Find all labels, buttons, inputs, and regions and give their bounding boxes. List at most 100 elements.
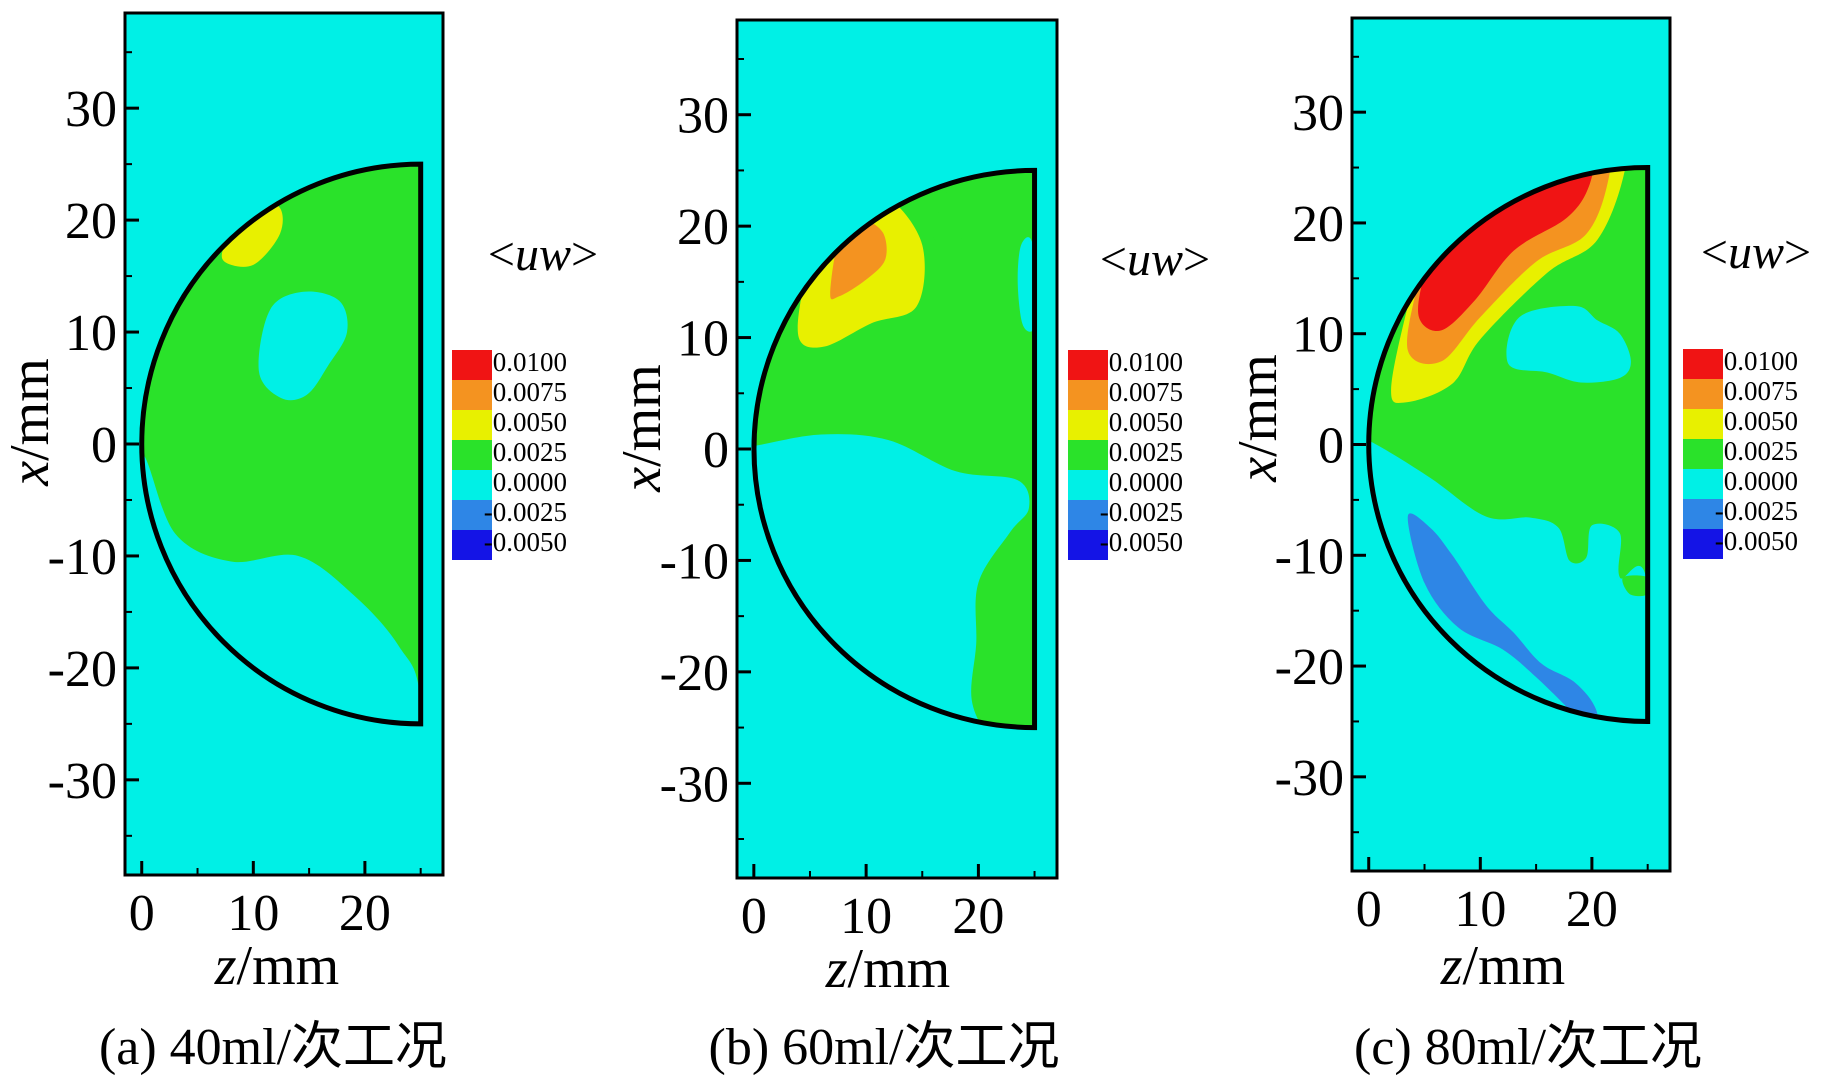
y-axis-label-a: x/mm <box>0 358 61 487</box>
y-tick-label-c-0: 30 <box>1292 85 1344 142</box>
colorbar-label-a-1: 0.0075 <box>493 377 567 407</box>
y-tick-label-b-2: 10 <box>677 311 729 368</box>
colorbar-swatch-a-6 <box>452 530 492 560</box>
colorbar-swatch-c-5 <box>1683 499 1723 529</box>
x-tick-label-b-2: 20 <box>952 888 1004 945</box>
x-axis-label-c: z/mm <box>1440 935 1565 997</box>
colorbar-swatch-b-6 <box>1068 530 1108 560</box>
colorbar-label-b-3: 0.0025 <box>1109 437 1183 467</box>
colorbar-label-b-1: 0.0075 <box>1109 377 1183 407</box>
colorbar-swatch-c-2 <box>1683 409 1723 439</box>
contour-region-b-4 <box>753 414 1035 728</box>
legend-title-b: <uw> <box>1100 233 1210 286</box>
y-tick-label-a-6: -30 <box>48 753 117 810</box>
y-tick-label-c-1: 20 <box>1292 196 1344 253</box>
x-axis-label-b: z/mm <box>825 938 950 1000</box>
x-tick-label-a-1: 10 <box>227 885 279 942</box>
colorbar-swatch-a-1 <box>452 380 492 410</box>
colorbar-label-c-0: 0.0100 <box>1724 346 1798 376</box>
colorbar-label-b-6: -0.0050 <box>1100 527 1183 557</box>
colorbar-swatch-a-3 <box>452 440 492 470</box>
colorbar-label-c-1: 0.0075 <box>1724 376 1798 406</box>
colorbar-label-b-0: 0.0100 <box>1109 347 1183 377</box>
y-axis-label-b: x/mm <box>611 364 673 493</box>
colorbar-swatch-b-5 <box>1068 500 1108 530</box>
colorbar-swatch-b-4 <box>1068 470 1108 500</box>
y-tick-label-c-5: -20 <box>1275 639 1344 696</box>
panel-b: 30 20 10 0 -10 -20 -30 0 10 20 x/mm z/mm <uw> 0.… <box>611 18 1210 1076</box>
y-tick-label-a-5: -20 <box>48 641 117 698</box>
colorbar-label-b-5: -0.0025 <box>1100 497 1183 527</box>
colorbar-swatch-b-0 <box>1068 350 1108 380</box>
contour-region-c-4 <box>1506 305 1631 383</box>
y-tick-label-b-4: -10 <box>660 533 729 590</box>
y-tick-label-a-3: 0 <box>91 417 117 474</box>
y-tick-label-b-5: -20 <box>660 645 729 702</box>
y-tick-label-b-3: 0 <box>703 422 729 479</box>
colorbar-label-b-2: 0.0050 <box>1109 407 1183 437</box>
x-tick-label-c-1: 10 <box>1454 881 1506 938</box>
y-tick-label-b-1: 20 <box>677 199 729 256</box>
x-tick-label-c-2: 20 <box>1566 881 1618 938</box>
colorbar-label-a-3: 0.0025 <box>493 437 567 467</box>
caption-a: (a) 40ml/次工况 <box>99 1019 447 1076</box>
x-tick-label-a-2: 20 <box>339 885 391 942</box>
caption-c: (c) 80ml/次工况 <box>1354 1019 1702 1076</box>
y-tick-label-b-6: -30 <box>660 756 729 813</box>
colorbar-swatch-a-2 <box>452 410 492 440</box>
y-tick-label-c-2: 10 <box>1292 307 1344 364</box>
colorbar-swatch-b-2 <box>1068 410 1108 440</box>
colorbar-swatch-a-0 <box>452 350 492 380</box>
x-tick-label-c-0: 0 <box>1356 881 1382 938</box>
colorbar-swatch-c-4 <box>1683 469 1723 499</box>
contour-region-c-6 <box>1407 513 1599 722</box>
x-tick-label-b-1: 10 <box>840 888 892 945</box>
domain-outline-b <box>751 167 1038 731</box>
colorbar-label-c-6: -0.0050 <box>1715 526 1798 556</box>
colorbar-label-a-6: -0.0050 <box>484 527 567 557</box>
colorbar-label-a-5: -0.0025 <box>484 497 567 527</box>
domain-outline-c <box>1366 165 1651 724</box>
colorbar-label-a-2: 0.0050 <box>493 407 567 437</box>
y-tick-label-a-4: -10 <box>48 529 117 586</box>
colorbar-swatch-c-1 <box>1683 379 1723 409</box>
colorbar-label-c-5: -0.0025 <box>1715 496 1798 526</box>
y-tick-label-a-1: 20 <box>65 193 117 250</box>
colorbar-label-b-4: 0.0000 <box>1109 467 1183 497</box>
caption-b: (b) 60ml/次工况 <box>709 1019 1060 1076</box>
y-tick-label-a-0: 30 <box>65 81 117 138</box>
panel-a: 30 20 10 0 -10 -20 -30 0 10 20 x/mm z/mm <uw> 0.… <box>0 11 598 1076</box>
colorbar-swatch-c-3 <box>1683 439 1723 469</box>
legend-title-c: <uw> <box>1701 226 1811 279</box>
colorbar-swatch-c-0 <box>1683 349 1723 379</box>
y-tick-label-c-3: 0 <box>1318 418 1344 475</box>
colorbar-swatch-b-1 <box>1068 380 1108 410</box>
colorbar-label-c-4: 0.0000 <box>1724 466 1798 496</box>
colorbar-label-a-0: 0.0100 <box>493 347 567 377</box>
legend-title-a: <uw> <box>488 228 598 281</box>
y-tick-label-a-2: 10 <box>65 305 117 362</box>
colorbar-swatch-c-6 <box>1683 529 1723 559</box>
y-tick-label-c-6: -30 <box>1275 750 1344 807</box>
colorbar-swatch-a-5 <box>452 500 492 530</box>
y-axis-label-c: x/mm <box>1227 354 1289 483</box>
colorbar-swatch-b-3 <box>1068 440 1108 470</box>
y-tick-label-b-0: 30 <box>677 88 729 145</box>
x-tick-label-b-0: 0 <box>741 888 767 945</box>
contour-region-a-1 <box>258 291 348 401</box>
colorbar-label-c-3: 0.0025 <box>1724 436 1798 466</box>
contour-region-a-2 <box>141 421 421 724</box>
contour-region-b-2 <box>933 182 966 244</box>
colorbar-label-a-4: 0.0000 <box>493 467 567 497</box>
colorbar-label-c-2: 0.0050 <box>1724 406 1798 436</box>
x-axis-label-a: z/mm <box>214 935 339 997</box>
x-tick-label-a-0: 0 <box>129 885 155 942</box>
contour-region-c-7 <box>1622 575 1648 597</box>
contour-region-c-8 <box>1629 447 1648 481</box>
y-tick-label-c-4: -10 <box>1275 528 1344 585</box>
panel-c: 30 20 10 0 -10 -20 -30 0 10 20 x/mm z/mm <uw> 0.… <box>1227 16 1811 1076</box>
colorbar-swatch-a-4 <box>452 470 492 500</box>
contour-region-b-3 <box>1017 237 1035 332</box>
domain-outline-a <box>139 161 424 727</box>
